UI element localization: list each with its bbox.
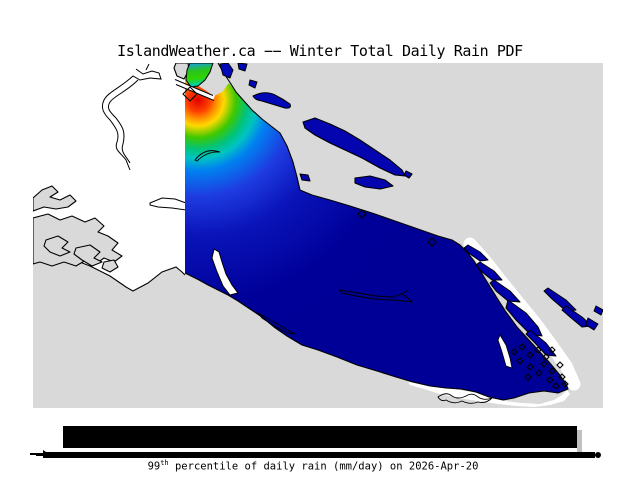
saanich-inlet [497,334,513,369]
lake-outlines [194,150,493,404]
gulf-channels [463,237,581,391]
alberni-inlet [211,248,239,296]
axis-label: 99th percentile of daily rain (mm/day) o… [0,459,626,473]
green-peninsula [185,63,214,88]
colorbar-shadow [577,430,582,452]
axis-tick-strip [43,452,595,458]
island-rain-field [185,80,568,400]
rain-map [33,63,603,408]
no-data-land [33,63,190,273]
south-ocean-pocket [408,382,570,407]
axis-tick-end-glyph [595,452,601,458]
axis-tick-strip-left [36,453,46,456]
gulf-islands [463,244,603,357]
axis-label-rest: percentile of daily rain (mm/day) on 202… [168,460,479,473]
station-diamond-markers [182,86,569,390]
strait-islands [299,117,413,190]
axis-label-base: 99 [147,460,161,473]
inlet-channel-outline [101,63,162,171]
map-title: IslandWeather.ca −− Winter Total Daily R… [117,42,523,60]
axis-label-superscript: th [160,459,169,467]
colorbar [63,426,577,448]
north-islands [219,63,291,109]
victoria-station-cluster [510,343,569,390]
